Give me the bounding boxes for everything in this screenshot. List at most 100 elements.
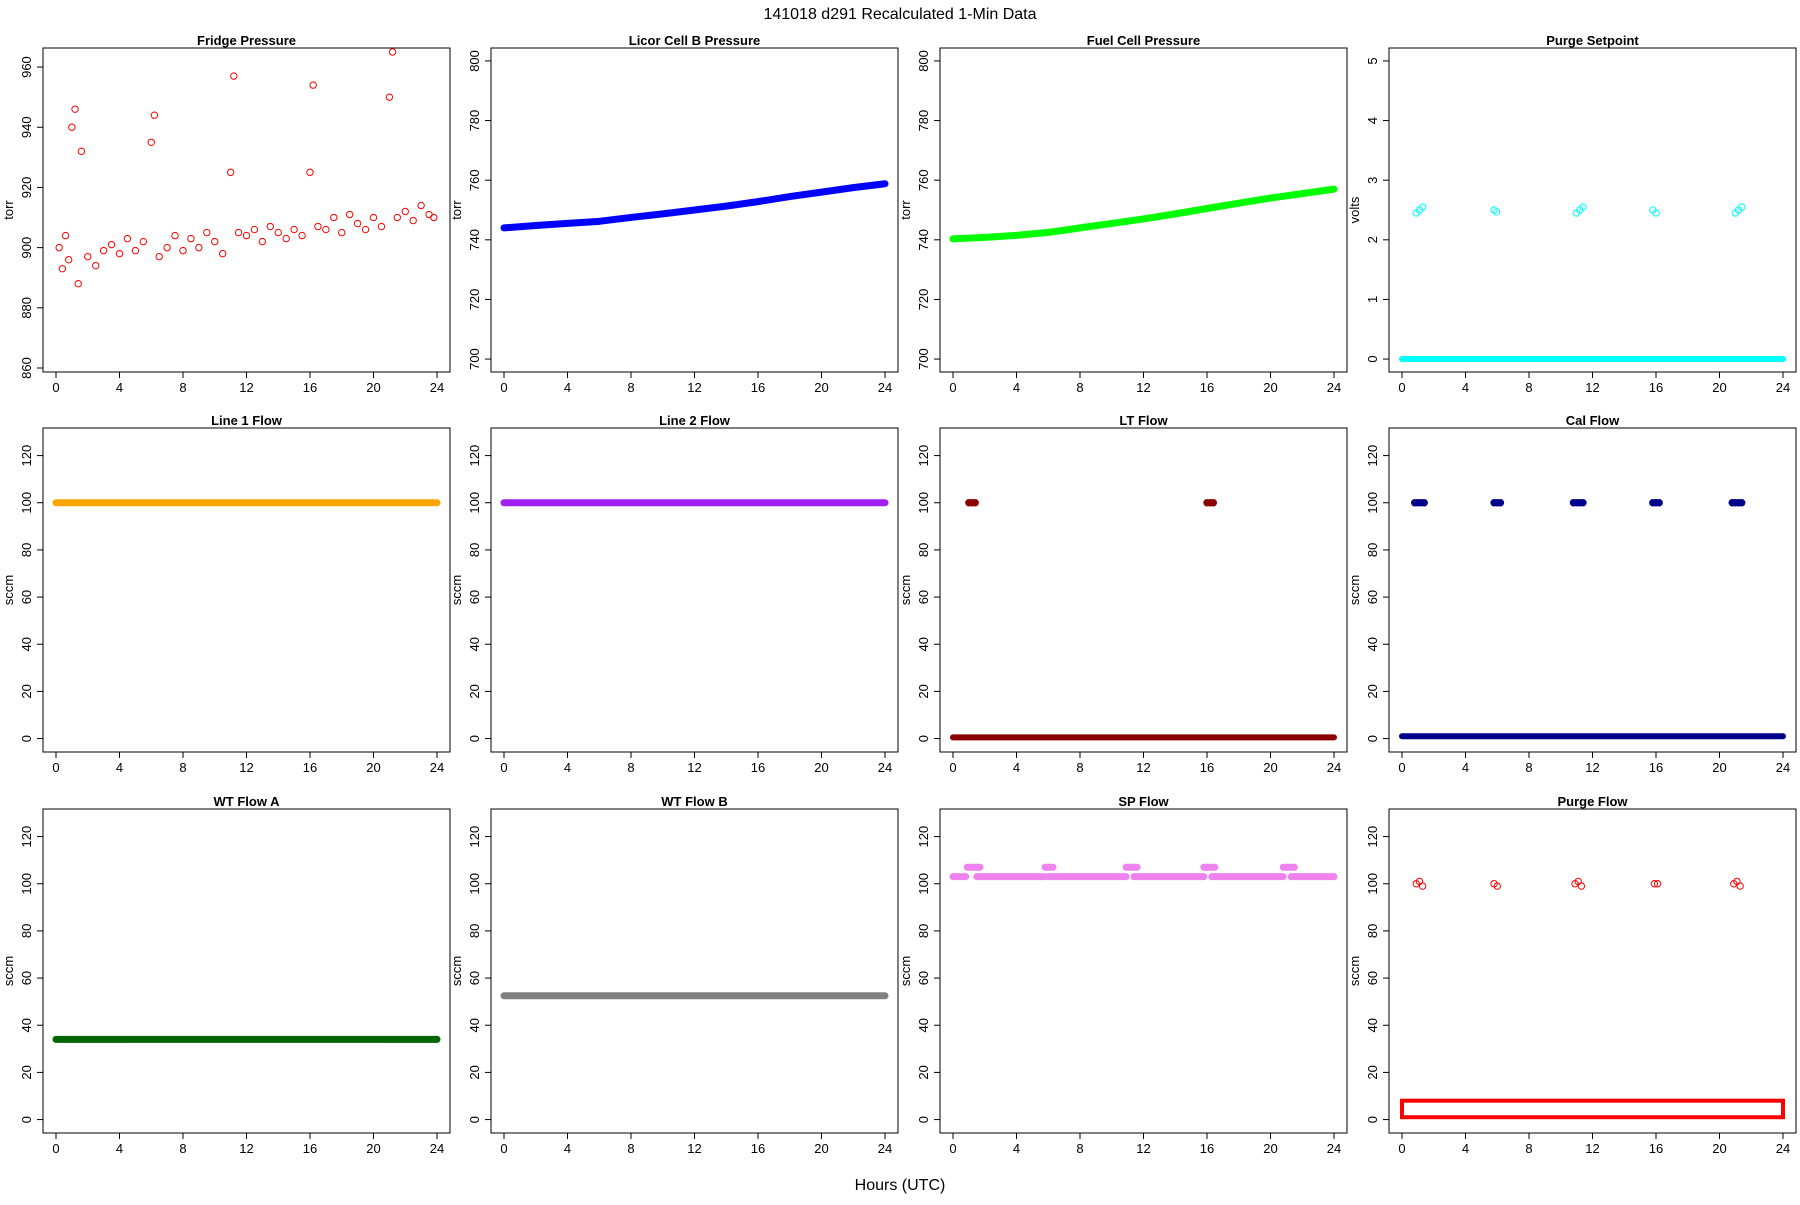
y-tick-label: 740: [916, 229, 931, 251]
y-tick-label: 720: [916, 289, 931, 311]
y-axis-label: torr: [449, 200, 464, 220]
data-point: [71, 105, 79, 113]
figure-xlabel: Hours (UTC): [855, 1177, 946, 1194]
plot-frame: [939, 47, 1348, 373]
data-point: [309, 81, 317, 89]
y-tick-label: 100: [467, 873, 482, 895]
x-tick-label: 12: [687, 1141, 701, 1156]
panel-fuel-cell-pressure: Fuel Cell Pressure torr 0 4 8 12 16 20 24 700 720 7…: [898, 33, 1348, 395]
data-point: [388, 48, 397, 56]
x-tick-label: 12: [1136, 760, 1150, 775]
data-point: [282, 234, 290, 243]
x-tick-label: 0: [1398, 760, 1405, 775]
data-point: [1209, 499, 1218, 507]
y-tick-label: 0: [916, 735, 931, 742]
x-tick-label: 20: [1712, 380, 1726, 395]
x-tick-label: 4: [564, 1141, 571, 1156]
panel-title-cal-flow: Cal Flow: [1566, 413, 1620, 428]
x-tick-label: 16: [1200, 380, 1214, 395]
y-tick-label: 80: [916, 543, 931, 557]
x-tick-label: 16: [1200, 760, 1214, 775]
panel-licor-cell-b-pressure: Licor Cell B Pressure torr 0 4 8 12 16 20 24 700 7…: [449, 33, 899, 395]
baseline-band: [1400, 1098, 1785, 1120]
panel-title-purge-flow: Purge Flow: [1557, 794, 1628, 809]
y-tick-label: 800: [467, 50, 482, 72]
panel-title-sp-flow: SP Flow: [1118, 794, 1169, 809]
panel-purge-flow: Purge Flow sccm 0 4 8 12 16 20 24 0 20 40 60 80 100 120: [1347, 794, 1797, 1156]
data-point: [230, 72, 238, 80]
y-tick-label: 40: [1365, 637, 1380, 651]
data-point: [187, 234, 195, 243]
data-point: [1655, 499, 1663, 507]
data-point: [258, 237, 267, 246]
x-tick-label: 24: [1327, 1141, 1341, 1156]
data-point: [1493, 882, 1501, 890]
plot-frame: [939, 427, 1348, 753]
x-tick-label: 0: [949, 380, 956, 395]
y-tick-label: 120: [1365, 445, 1380, 467]
x-tick-label: 20: [814, 760, 828, 775]
y-tick-label: 60: [19, 590, 34, 604]
y-tick-label: 3: [1365, 177, 1380, 184]
x-tick-label: 20: [1712, 760, 1726, 775]
y-tick-label: 0: [19, 735, 34, 742]
data-point: [1579, 499, 1587, 507]
data-point: [195, 243, 203, 252]
data-point: [338, 228, 346, 237]
data-point: [77, 147, 86, 156]
x-tick-label: 0: [500, 380, 507, 395]
panel-title-line-2-flow: Line 2 Flow: [659, 413, 731, 428]
y-tick-label: 100: [19, 873, 34, 895]
data-point: [99, 246, 108, 255]
x-tick-label: 12: [687, 380, 701, 395]
x-tick-label: 12: [1585, 380, 1599, 395]
y-tick-label: 80: [19, 924, 34, 938]
data-point: [266, 222, 275, 231]
x-tick-label: 8: [627, 760, 634, 775]
x-tick-label: 12: [1585, 760, 1599, 775]
data-point: [385, 93, 394, 101]
data-point: [61, 231, 70, 240]
x-tick-label: 8: [179, 1141, 186, 1156]
x-tick-label: 12: [239, 380, 253, 395]
panel-cal-flow: Cal Flow sccm 0 4 8 12 16 20 24 0 20 40 60 80 100 120: [1347, 413, 1797, 775]
panel-title-wt-flow-a: WT Flow A: [214, 794, 281, 809]
x-tick-label: 16: [751, 760, 765, 775]
data-point: [1577, 882, 1586, 890]
x-tick-label: 16: [1200, 1141, 1214, 1156]
x-tick-label: 16: [1649, 380, 1663, 395]
data-point: [322, 225, 330, 234]
data-point: [218, 249, 227, 258]
series-line: [500, 180, 889, 232]
data-point: [123, 234, 132, 243]
x-tick-label: 16: [751, 380, 765, 395]
panel-line-2-flow: Line 2 Flow sccm 0 4 8 12 16 20 24 0 20 40 60 80 100 12…: [449, 413, 899, 775]
y-tick-label: 80: [467, 924, 482, 938]
y-tick-label: 40: [19, 637, 34, 651]
data-point: [290, 225, 298, 234]
y-tick-label: 20: [1365, 684, 1380, 698]
x-tick-label: 24: [430, 1141, 444, 1156]
y-tick-label: 40: [467, 637, 482, 651]
y-tick-label: 100: [1365, 873, 1380, 895]
x-tick-label: 20: [366, 760, 380, 775]
data-point: [131, 246, 140, 255]
panel-fridge-pressure: Fridge Pressure torr 0 4 8 12 16 20 24 860 880 900 9…: [1, 33, 451, 395]
y-tick-label: 780: [916, 110, 931, 132]
x-tick-label: 12: [1136, 1141, 1150, 1156]
x-tick-label: 16: [303, 1141, 317, 1156]
y-tick-label: 20: [916, 1065, 931, 1079]
x-tick-label: 24: [1327, 760, 1341, 775]
x-tick-label: 0: [500, 1141, 507, 1156]
data-point: [115, 249, 124, 258]
x-tick-label: 24: [1327, 380, 1341, 395]
data-point: [226, 168, 235, 177]
y-tick-label: 740: [467, 229, 482, 251]
y-tick-label: 120: [467, 826, 482, 848]
x-tick-label: 0: [949, 1141, 956, 1156]
data-point: [401, 207, 409, 216]
x-tick-label: 4: [564, 760, 571, 775]
panel-line-1-flow: Line 1 Flow sccm 0 4 8 12 16 20 24 0 20 40 60 80 100 12…: [1, 413, 451, 775]
data-point: [107, 240, 116, 249]
data-point: [417, 201, 425, 210]
